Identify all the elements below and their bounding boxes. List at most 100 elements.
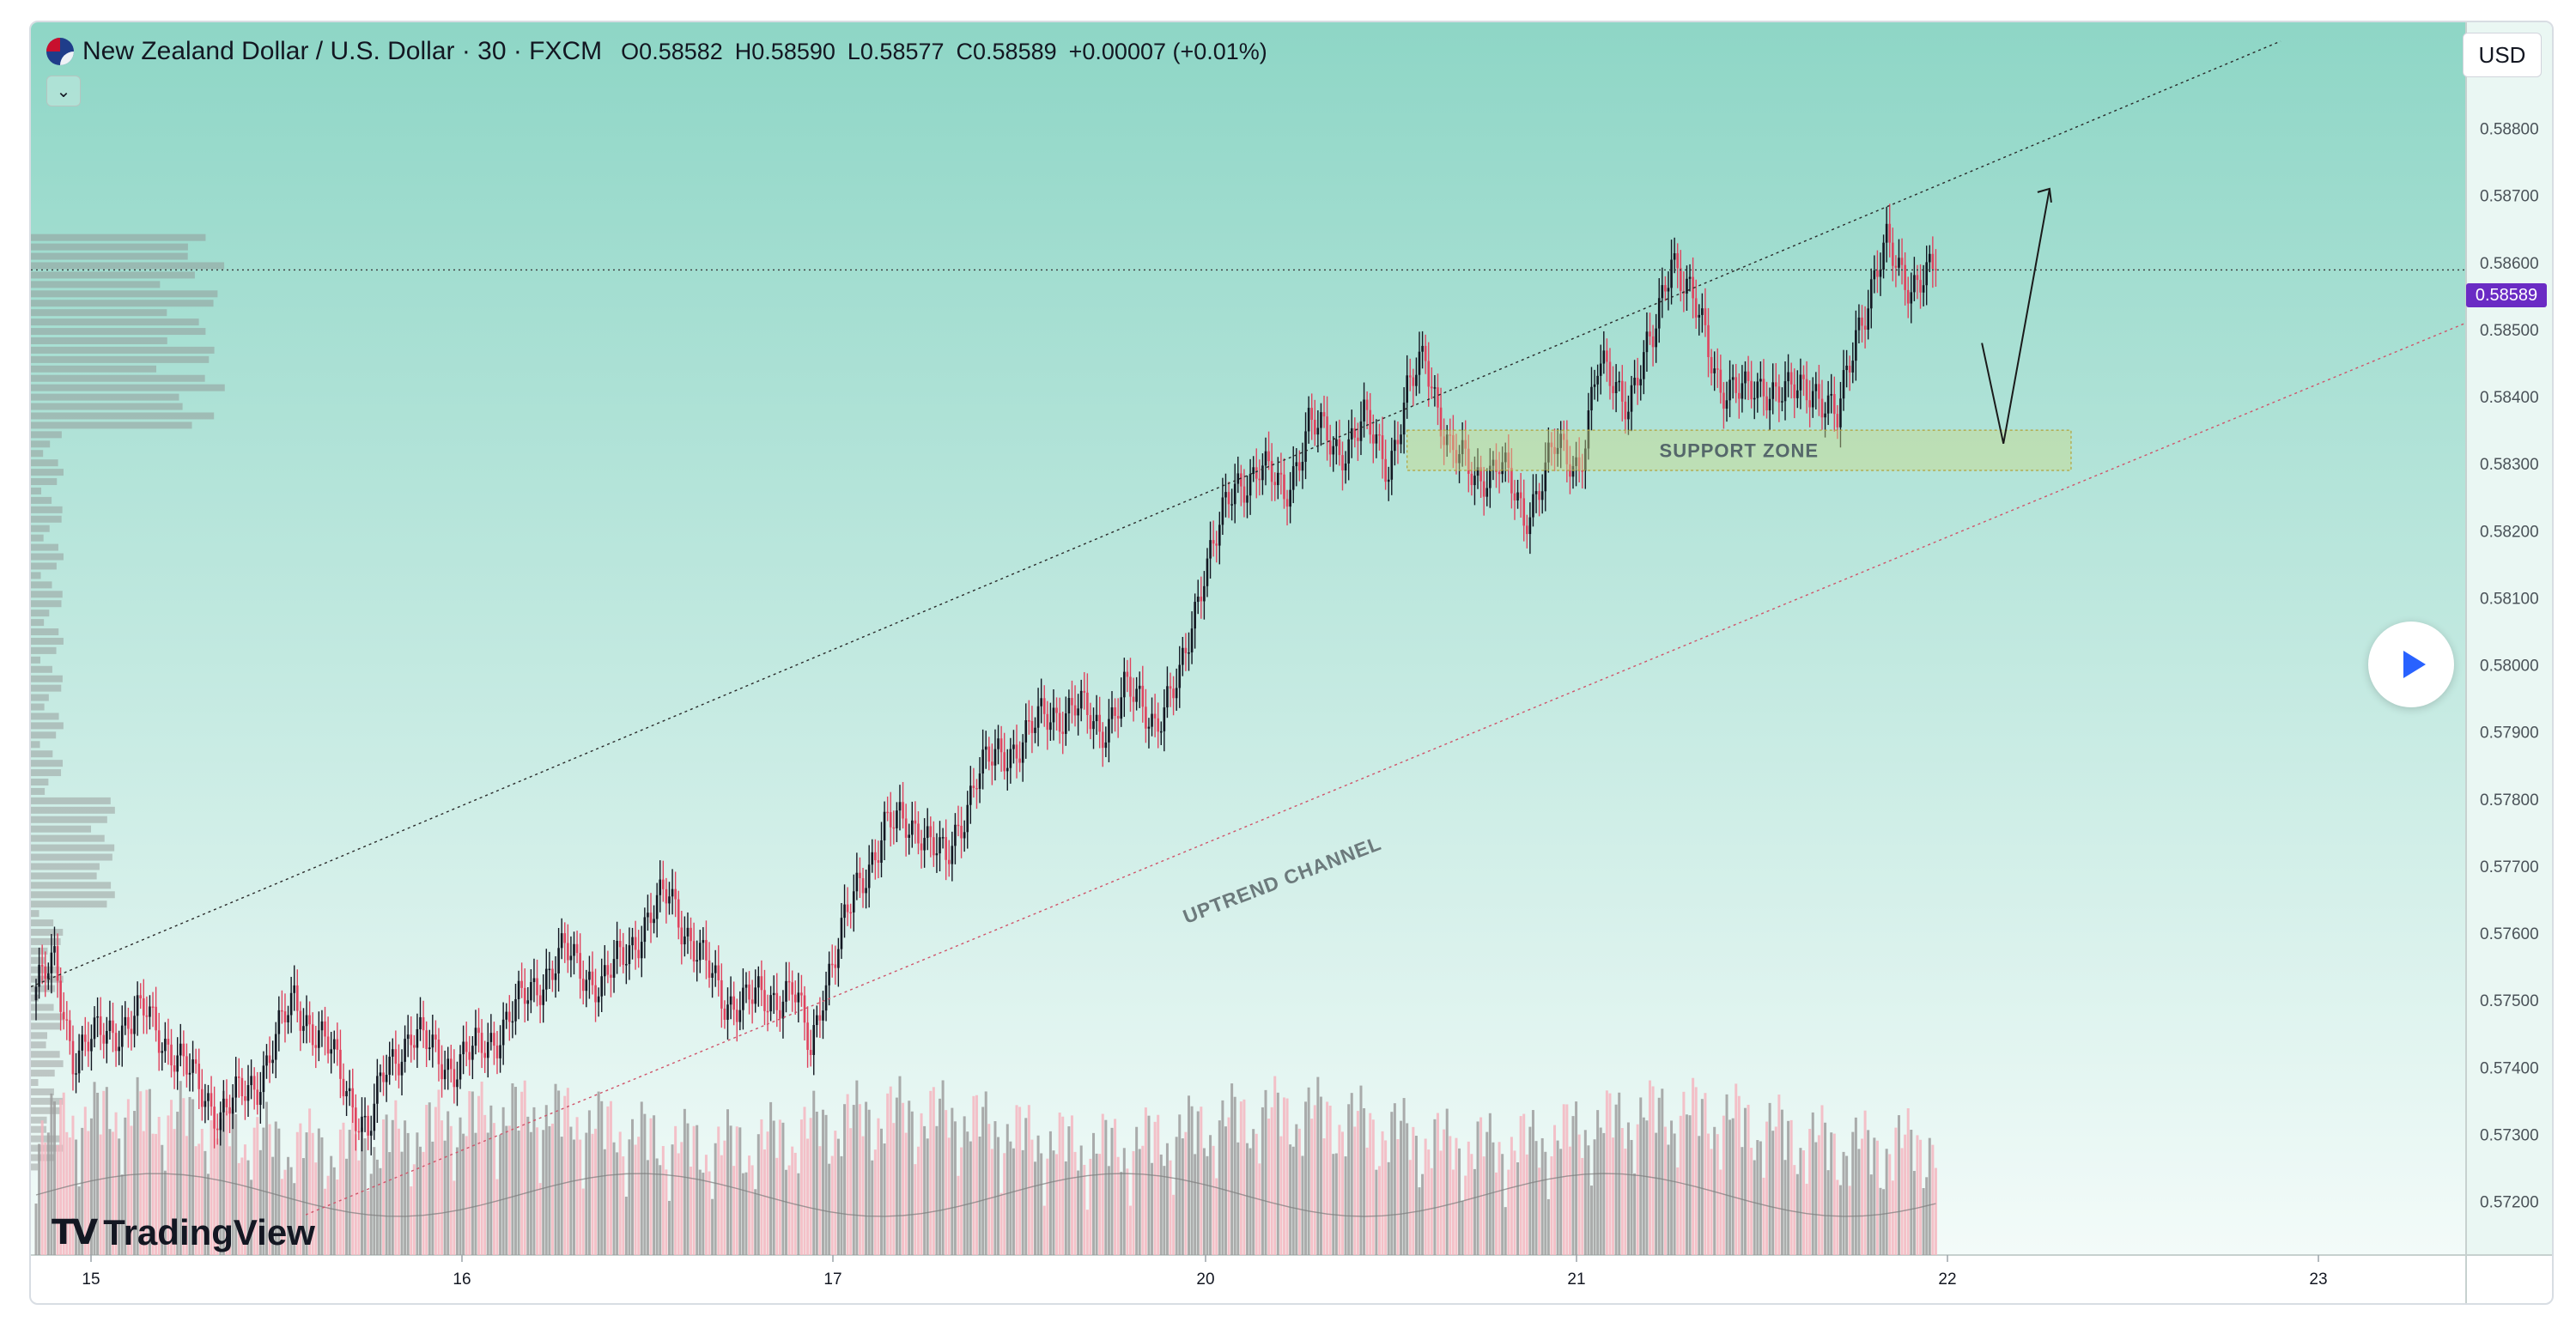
volume-bar (1027, 1105, 1030, 1255)
volume-bar (865, 1101, 868, 1255)
candle-body (600, 976, 604, 997)
candle-body (355, 1107, 357, 1131)
candle-body (1194, 602, 1196, 629)
candle-body (800, 992, 803, 996)
candle-body (1200, 597, 1203, 602)
volume-bar (1780, 1109, 1783, 1255)
time-axis[interactable]: 15 16 17 20 21 22 23 (82, 1255, 2328, 1289)
price-tick-label: 0.58000 (2480, 658, 2539, 676)
candle-body (1188, 652, 1190, 654)
volume-bar (1172, 1194, 1176, 1255)
volume-bar (1753, 1160, 1756, 1255)
volume-bar (886, 1093, 890, 1255)
profile-row (31, 591, 63, 598)
candle-body (738, 1010, 742, 1022)
price-tick-label: 0.58200 (2480, 523, 2539, 541)
candle-body (711, 973, 714, 978)
candle-body (1544, 462, 1547, 492)
replay-play-button[interactable] (2368, 622, 2454, 707)
candle-body (791, 982, 793, 995)
legend-collapse-button[interactable]: ⌄ (46, 76, 81, 106)
volume-bar (714, 1143, 717, 1255)
candle-body (892, 827, 896, 829)
volume-bar (1710, 1149, 1713, 1255)
volume-bar (750, 1165, 754, 1255)
volume-bar (1310, 1119, 1314, 1255)
candle-body (1028, 720, 1030, 722)
candle-body (1042, 698, 1046, 714)
volume-bar (1605, 1090, 1608, 1255)
candle-body (1670, 259, 1673, 288)
volume-bar (1104, 1119, 1108, 1255)
candle-body (1322, 412, 1326, 417)
volume-bar (1836, 1179, 1839, 1255)
candle-body (462, 1041, 465, 1055)
candle-body (1077, 708, 1079, 716)
volume-bar (1249, 1148, 1252, 1255)
profile-row (31, 779, 49, 786)
volume-bar (1863, 1110, 1867, 1255)
volume-bar (477, 1095, 481, 1255)
volume-bar (692, 1125, 696, 1255)
profile-row (31, 787, 46, 795)
candle-body (742, 987, 744, 1010)
candle-body (1246, 495, 1249, 503)
volume-bar (1135, 1126, 1139, 1255)
candle-body (56, 946, 59, 981)
candle-body (874, 852, 877, 861)
tradingview-logo[interactable]: TV TradingView (52, 1212, 315, 1253)
volume-bar (326, 1175, 330, 1255)
volume-bar (523, 1080, 526, 1255)
time-tick-label: 20 (1196, 1270, 1214, 1289)
candle-body (923, 838, 926, 851)
candle-body (87, 1041, 90, 1052)
support-zone-box (1406, 429, 2072, 471)
volume-bar (963, 1116, 966, 1255)
volume-bar (775, 1157, 779, 1255)
profile-row (31, 646, 57, 654)
volume-bar (1861, 1138, 1864, 1255)
candle-body (1095, 714, 1098, 722)
symbol-title[interactable]: New Zealand Dollar / U.S. Dollar · 30 · … (82, 37, 603, 65)
profile-row (31, 1163, 38, 1171)
candles (34, 203, 1937, 1155)
volume-bar (1138, 1149, 1141, 1255)
candle-body (1639, 379, 1643, 385)
time-tick-label: 23 (2309, 1270, 2327, 1289)
candle-body (410, 1034, 413, 1046)
volume-bar (1089, 1158, 1092, 1255)
volume-bar (453, 1180, 456, 1255)
candle-body (797, 992, 800, 1003)
profile-row (31, 421, 192, 429)
candle-body (216, 1128, 219, 1131)
volume-bar (1875, 1140, 1879, 1255)
volume-bar (972, 1095, 975, 1255)
volume-bar (622, 1156, 625, 1255)
price-tick-label: 0.57500 (2480, 992, 2539, 1010)
volume-bar (474, 1132, 477, 1255)
candle-body (1108, 719, 1110, 743)
volume-bar (1341, 1131, 1344, 1255)
candle-body (1418, 351, 1421, 375)
candle-body (1233, 483, 1236, 505)
candle-body (1538, 491, 1540, 500)
volume-bar (735, 1126, 738, 1255)
candle-body (1805, 379, 1808, 401)
volume-bar (1854, 1117, 1857, 1255)
volume-bar (702, 1173, 705, 1255)
currency-button[interactable]: USD (2463, 33, 2542, 77)
candle-body (1519, 492, 1522, 499)
volume-bar (1510, 1137, 1513, 1255)
volume-bar (797, 1173, 800, 1255)
candle-body (246, 1085, 250, 1101)
candle-body (1452, 434, 1455, 451)
price-axis[interactable]: 0.57200 0.57300 0.57400 0.57500 0.57600 0.577… (2480, 53, 2539, 1211)
candle-body (1182, 647, 1184, 665)
candle-body (204, 1101, 207, 1107)
profile-row (31, 750, 53, 758)
candle-body (139, 995, 143, 998)
candle-body (1157, 718, 1159, 732)
candle-body (1680, 268, 1682, 292)
volume-bar (305, 1132, 308, 1255)
